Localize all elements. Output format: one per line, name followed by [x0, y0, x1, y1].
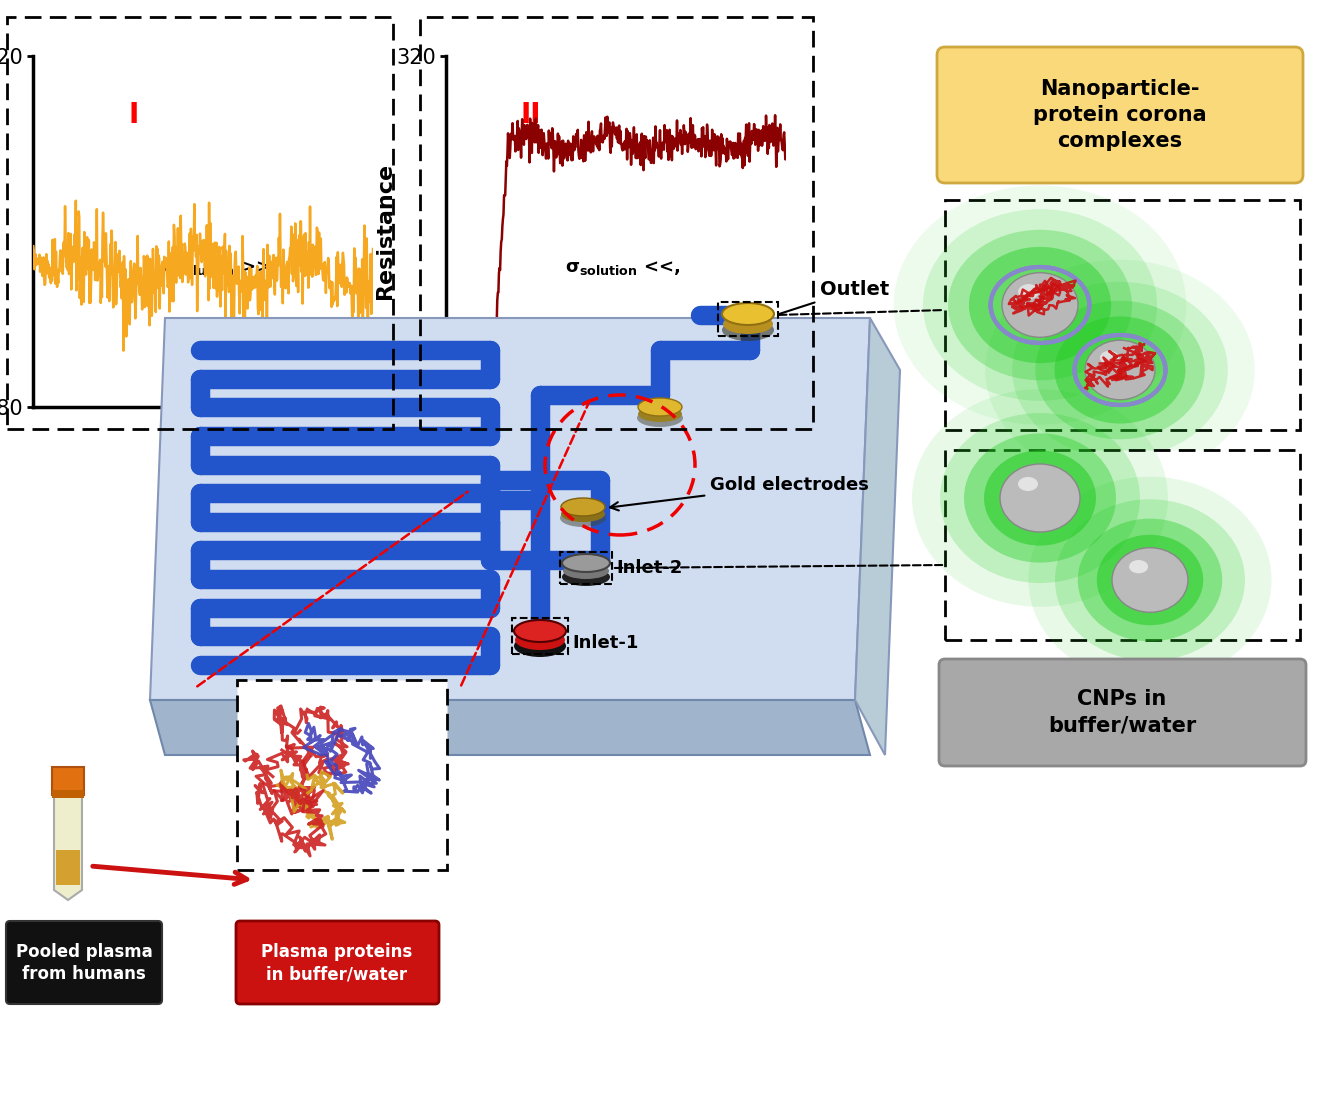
Bar: [944, 201, 1300, 430]
Ellipse shape: [1012, 282, 1228, 458]
Text: $\mathbf{\sigma_{solution}}$ >>,: $\mathbf{\sigma_{solution}}$ >>,: [163, 260, 278, 277]
Bar: [511, 618, 567, 654]
Ellipse shape: [986, 260, 1255, 480]
Ellipse shape: [912, 389, 1168, 607]
Bar: [718, 302, 778, 336]
Ellipse shape: [968, 247, 1111, 363]
Bar: [944, 450, 1300, 641]
Ellipse shape: [1112, 548, 1188, 613]
FancyBboxPatch shape: [236, 921, 440, 1004]
Y-axis label: Resistance: Resistance: [374, 163, 394, 300]
Text: CNPs in
buffer/water: CNPs in buffer/water: [1048, 688, 1196, 735]
Polygon shape: [151, 317, 870, 700]
Text: $\mathbf{R_{solution}}$ >>: $\mathbf{R_{solution}}$ >>: [565, 319, 682, 340]
Ellipse shape: [984, 450, 1096, 546]
FancyBboxPatch shape: [936, 47, 1303, 183]
Bar: [237, 680, 448, 870]
Ellipse shape: [1100, 351, 1119, 364]
Ellipse shape: [722, 303, 774, 325]
Ellipse shape: [964, 433, 1116, 563]
Ellipse shape: [1078, 519, 1223, 642]
Polygon shape: [55, 790, 83, 900]
Ellipse shape: [723, 314, 773, 334]
X-axis label: Time: Time: [170, 414, 236, 439]
Ellipse shape: [638, 398, 682, 416]
FancyBboxPatch shape: [7, 921, 163, 1004]
Text: Nanoparticle-
protein corona
complexes: Nanoparticle- protein corona complexes: [1034, 79, 1207, 152]
Ellipse shape: [561, 506, 605, 522]
Bar: [56, 850, 80, 885]
Polygon shape: [151, 700, 870, 755]
Ellipse shape: [638, 405, 682, 422]
Ellipse shape: [1018, 477, 1038, 491]
Ellipse shape: [940, 413, 1140, 583]
Ellipse shape: [562, 554, 610, 571]
Ellipse shape: [1002, 273, 1078, 338]
Text: Inlet-1: Inlet-1: [571, 634, 638, 652]
X-axis label: Time: Time: [583, 414, 649, 439]
Text: $\mathbf{R_{solution}}$ <<: $\mathbf{R_{solution}}$ <<: [163, 319, 280, 340]
Ellipse shape: [948, 229, 1132, 380]
Text: Pooled plasma
from humans: Pooled plasma from humans: [16, 942, 152, 983]
Polygon shape: [855, 317, 900, 755]
Text: Plasma proteins
in buffer/water: Plasma proteins in buffer/water: [261, 942, 413, 983]
Ellipse shape: [923, 209, 1158, 401]
Text: Inlet-2: Inlet-2: [615, 559, 682, 577]
Ellipse shape: [894, 185, 1187, 424]
Ellipse shape: [563, 563, 609, 579]
Text: II: II: [521, 101, 541, 129]
Bar: [559, 553, 611, 584]
Text: Gold electrodes: Gold electrodes: [610, 476, 868, 510]
Ellipse shape: [1018, 284, 1039, 300]
Ellipse shape: [514, 635, 566, 657]
Ellipse shape: [1096, 535, 1203, 625]
Bar: [52, 790, 84, 798]
Ellipse shape: [722, 319, 774, 341]
Ellipse shape: [559, 509, 606, 527]
Text: I: I: [128, 101, 139, 129]
FancyBboxPatch shape: [939, 659, 1305, 766]
Ellipse shape: [1130, 560, 1148, 574]
Ellipse shape: [1055, 499, 1245, 661]
Ellipse shape: [515, 631, 565, 649]
Ellipse shape: [1086, 340, 1155, 400]
Ellipse shape: [1028, 477, 1272, 683]
Ellipse shape: [1000, 465, 1080, 532]
Text: $\mathbf{\sigma_{solution}}$ <<,: $\mathbf{\sigma_{solution}}$ <<,: [565, 260, 681, 277]
Ellipse shape: [561, 498, 605, 516]
Bar: [52, 768, 84, 795]
Ellipse shape: [1055, 316, 1185, 423]
Ellipse shape: [514, 620, 566, 642]
Ellipse shape: [1035, 301, 1204, 439]
Ellipse shape: [562, 568, 610, 586]
Ellipse shape: [637, 409, 683, 427]
Text: Outlet: Outlet: [779, 280, 890, 314]
